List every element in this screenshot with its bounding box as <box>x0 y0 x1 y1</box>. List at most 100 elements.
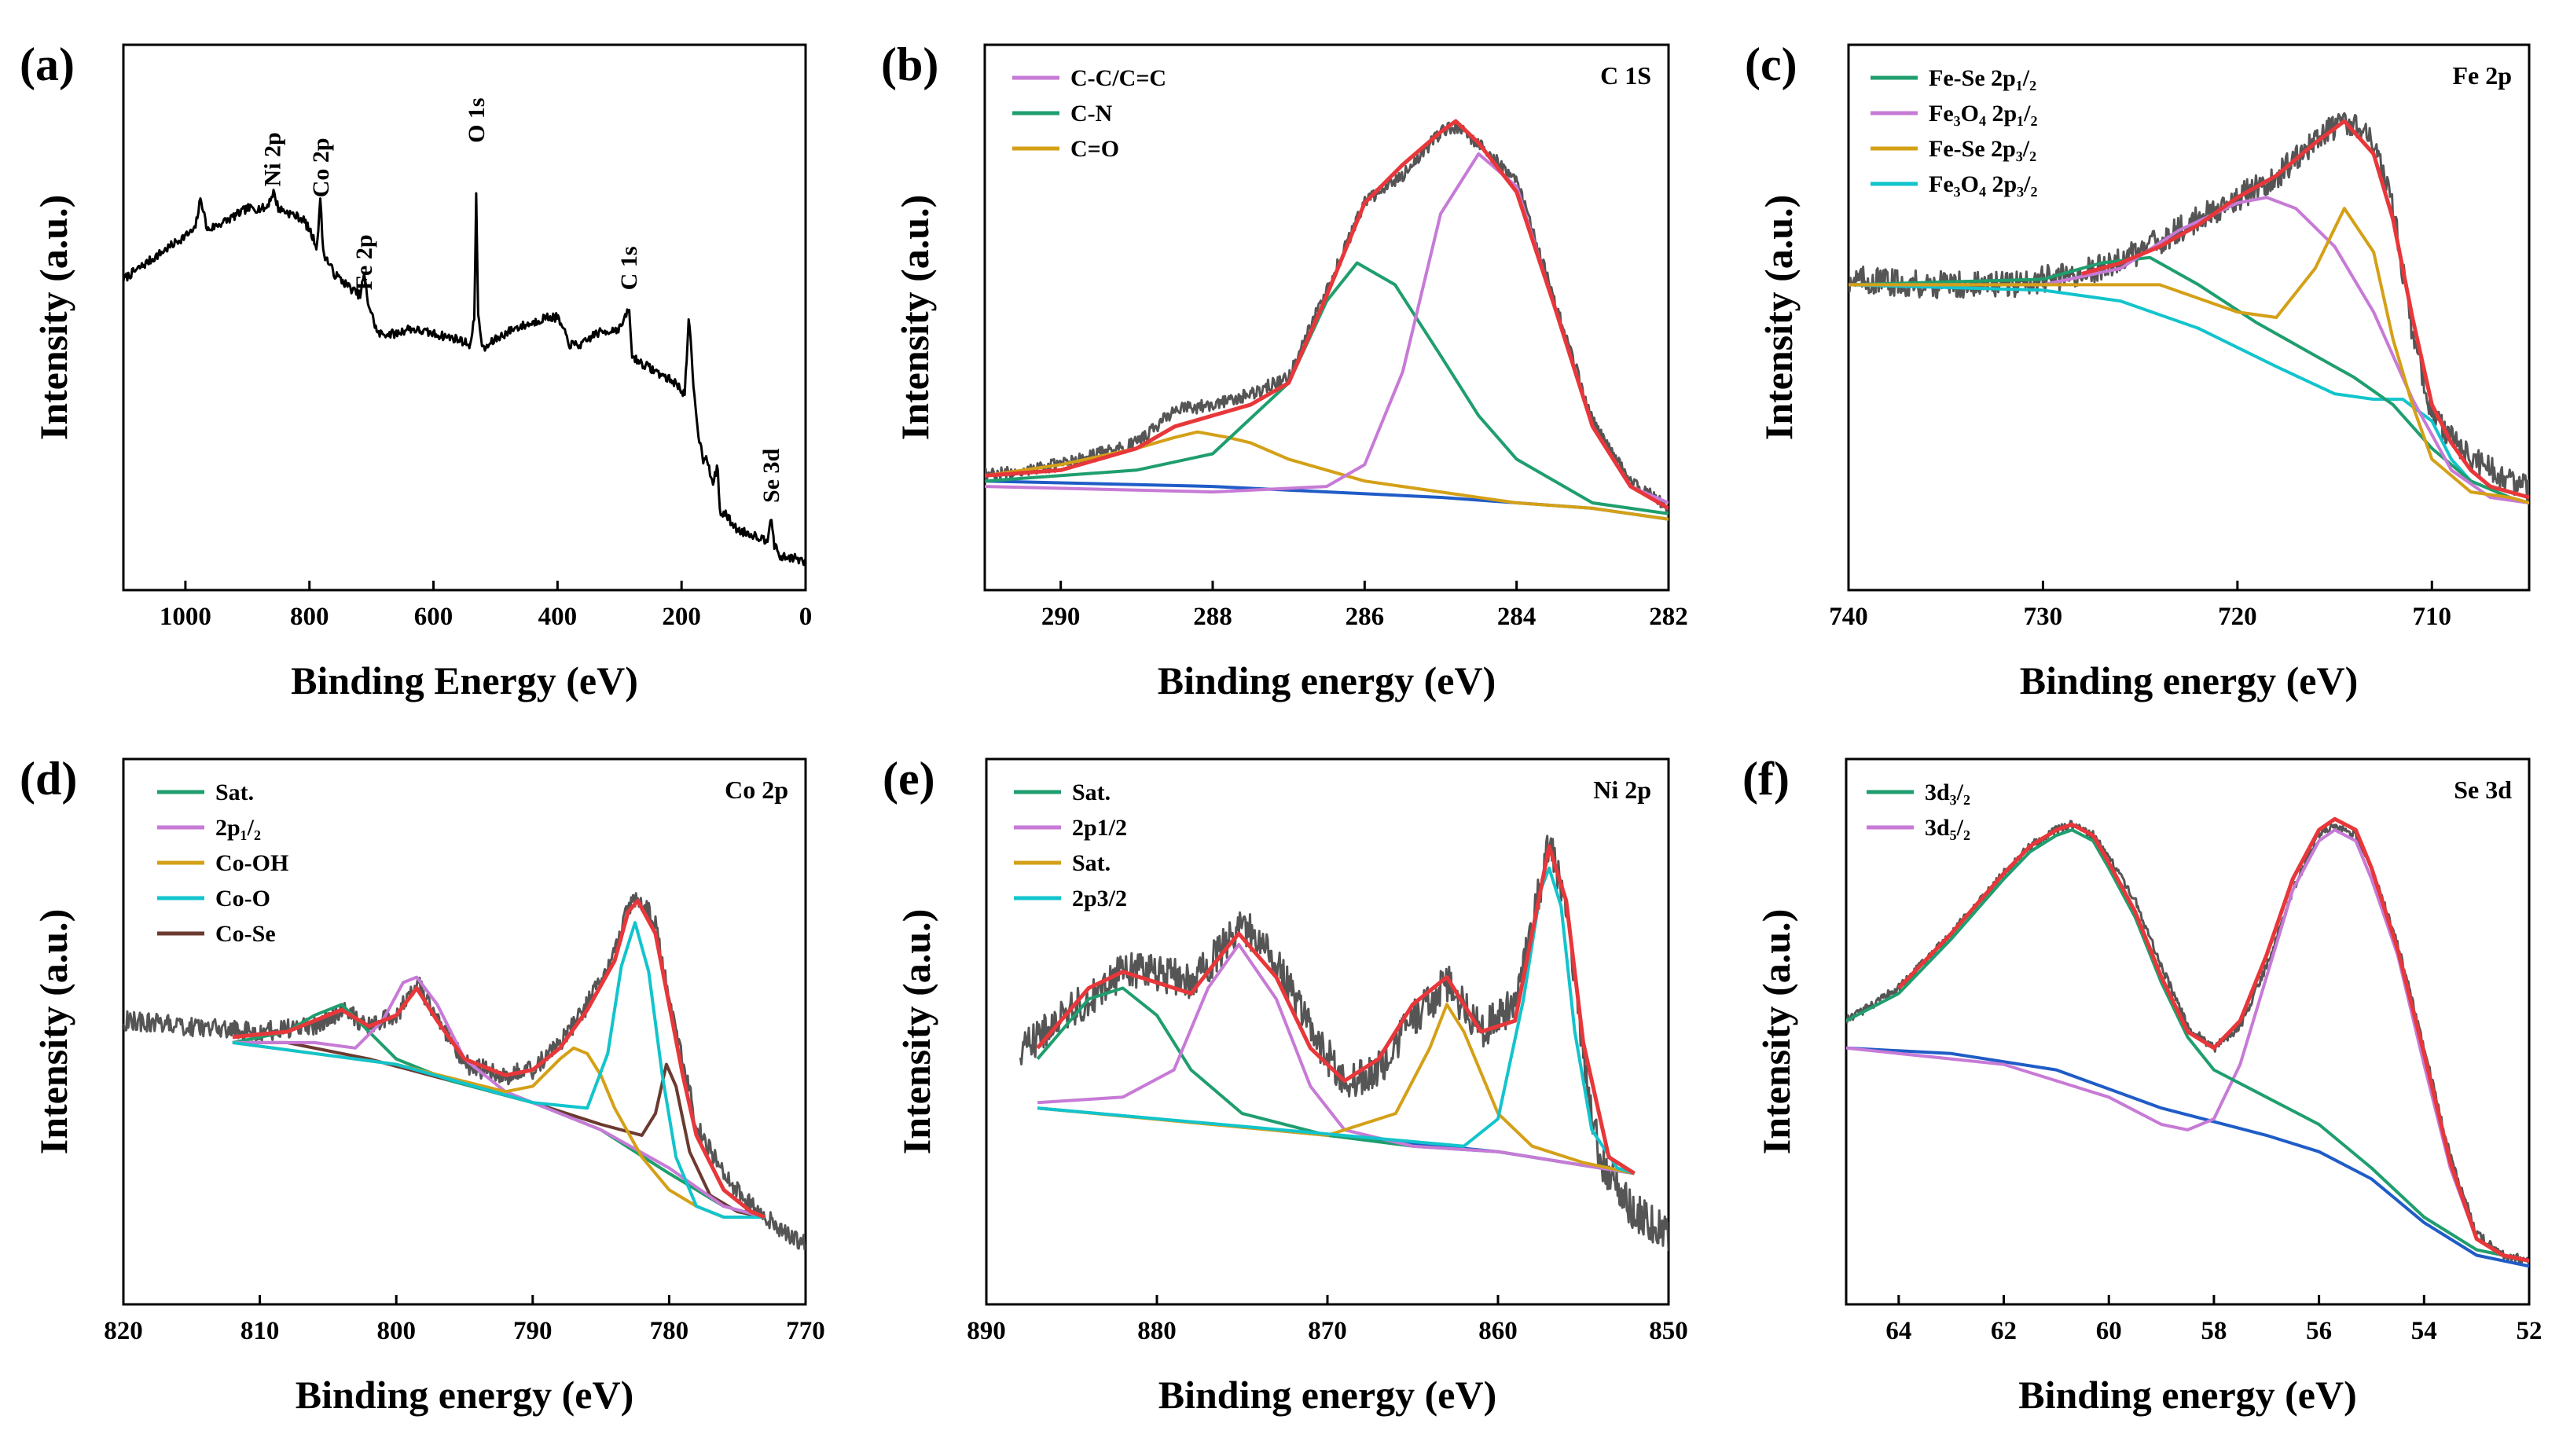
series-line-co-oh <box>232 1040 765 1219</box>
series-line-2p1-2 <box>232 975 765 1219</box>
legend-label: Fe-Se 2p₁/₂ <box>1929 65 2036 91</box>
series-line-2p1-2 <box>1037 943 1635 1175</box>
plot-frame <box>1845 757 2531 1306</box>
panel-letter: (b) <box>881 39 938 90</box>
peak-annotation: O 1s <box>464 97 490 143</box>
y-axis-label: Intensity (a.u.) <box>893 195 937 441</box>
series-line-c-o <box>985 430 1669 521</box>
series-line-3d5-2 <box>1846 828 2529 1263</box>
panel-title: Fe 2p <box>2452 61 2512 90</box>
x-tick-label: 870 <box>1308 1317 1347 1345</box>
series-line-raw <box>1846 820 2529 1265</box>
x-axis-label: Binding energy (eV) <box>296 1373 634 1417</box>
x-tick-label: 740 <box>1829 603 1868 631</box>
x-axis-label: Binding Energy (eV) <box>291 658 638 702</box>
panel-letter: (d) <box>20 753 77 805</box>
legend-label: 3d₅/₂ <box>1925 815 1970 841</box>
x-axis-label: Binding energy (eV) <box>1158 658 1496 702</box>
x-tick-label: 62 <box>1991 1317 2017 1345</box>
legend-label: Sat. <box>1072 850 1111 876</box>
series-line-fit <box>1036 844 1636 1175</box>
series-group <box>1846 816 2529 1268</box>
peak-annotation: Co 2p <box>308 138 334 197</box>
series-line-2p3-2 <box>1037 866 1636 1175</box>
y-axis-label: Intensity (a.u.) <box>894 909 938 1155</box>
x-tick-label: 780 <box>650 1317 689 1345</box>
panel-letter: (c) <box>1745 39 1797 90</box>
x-tick-label: 290 <box>1041 603 1081 631</box>
series-group <box>123 892 806 1251</box>
x-tick-label: 890 <box>967 1317 1006 1345</box>
series-line-fit <box>2081 119 2529 500</box>
panel-title: Ni 2p <box>1593 776 1651 804</box>
x-tick-label: 200 <box>662 603 701 631</box>
series-line-survey <box>123 189 806 567</box>
x-tick-label: 54 <box>2411 1317 2437 1345</box>
x-tick-label: 820 <box>104 1317 143 1345</box>
legend-label: C=O <box>1070 136 1119 162</box>
x-tick-label: 850 <box>1649 1317 1688 1345</box>
legend-label: Fe₃O₄ 2p₃/₂ <box>1929 171 2037 197</box>
legend-label: 2p3/2 <box>1072 886 1127 911</box>
y-axis-label: Intensity (a.u.) <box>31 195 75 441</box>
x-tick-label: 1000 <box>160 603 211 631</box>
x-tick-label: 400 <box>538 603 578 631</box>
x-tick-label: 810 <box>240 1317 280 1345</box>
legend-label: Fe₃O₄ 2p₁/₂ <box>1929 101 2037 127</box>
legend-label: Sat. <box>215 779 254 805</box>
series-line-co-o <box>232 921 765 1219</box>
peak-annotation: C 1s <box>616 246 642 290</box>
x-axis-label: Binding energy (eV) <box>1158 1373 1497 1417</box>
plot-frame <box>122 757 807 1306</box>
series-line-raw <box>985 120 1669 514</box>
series-group <box>1019 834 1669 1252</box>
peak-annotation: Ni 2p <box>259 132 285 186</box>
x-tick-label: 0 <box>799 603 813 631</box>
legend-label: Co-O <box>215 886 270 911</box>
panel-f: 64 62 60 58 56 54 52 (f) Binding energy (eV) Inte… <box>1742 753 2542 1417</box>
series-line-fit <box>232 898 765 1219</box>
x-tick-label: 282 <box>1649 603 1688 631</box>
panel-c: 740 730 720 710 (c) Binding energy (eV) Intens… <box>1745 39 2531 702</box>
y-axis-label: Intensity (a.u.) <box>1754 909 1798 1155</box>
series-line-fit <box>985 119 1669 511</box>
legend-label: Co-Se <box>215 921 276 947</box>
x-tick-label: 58 <box>2201 1317 2227 1345</box>
x-axis-label: Binding energy (eV) <box>2018 1373 2357 1417</box>
x-tick-label: 800 <box>376 1317 416 1345</box>
series-group <box>985 119 1669 521</box>
x-tick-label: 730 <box>2024 603 2063 631</box>
peak-annotation: Fe 2p <box>351 234 377 290</box>
series-line-fit <box>1897 816 2529 1263</box>
x-tick-label: 800 <box>290 603 329 631</box>
x-tick-label: 286 <box>1346 603 1385 631</box>
legend-label: Fe-Se 2p₃/₂ <box>1929 136 2036 162</box>
legend-label: 2p₁/₂ <box>215 815 261 841</box>
plot-frame <box>122 43 807 592</box>
x-tick-label: 790 <box>513 1317 553 1345</box>
panel-a: 1000 800 600 400 200 0 (a) Binding Energy (eV) I… <box>20 39 812 702</box>
series-line-fe-se-2p1-2 <box>1849 255 2529 504</box>
x-tick-label: 710 <box>2413 603 2452 631</box>
x-axis-label: Binding energy (eV) <box>2020 658 2359 702</box>
x-tick-label: 880 <box>1137 1317 1177 1345</box>
panel-b: 290 288 286 284 282 (b) Binding energy (eV) Int… <box>881 39 1688 702</box>
y-axis-label: Intensity (a.u.) <box>31 909 75 1155</box>
panel-letter: (f) <box>1742 753 1790 805</box>
x-tick-label: 860 <box>1478 1317 1518 1345</box>
legend-label: Co-OH <box>215 850 288 876</box>
series-line-3d3-2 <box>1846 828 2529 1263</box>
legend-label: 2p1/2 <box>1072 815 1127 841</box>
series-group <box>1849 112 2529 504</box>
series-line-baseline <box>1846 1046 2529 1268</box>
panel-letter: (e) <box>883 753 935 805</box>
panel-title: Se 3d <box>2454 776 2512 804</box>
y-axis-label: Intensity (a.u.) <box>1757 195 1801 441</box>
panel-title: Co 2p <box>725 776 788 804</box>
plot-frame <box>1847 43 2531 592</box>
legend-label: 3d₃/₂ <box>1925 779 1970 805</box>
series-line-c-n <box>985 261 1669 515</box>
legend-label: Sat. <box>1072 779 1111 805</box>
x-tick-label: 600 <box>414 603 453 631</box>
series-line-sat- <box>232 1003 765 1219</box>
